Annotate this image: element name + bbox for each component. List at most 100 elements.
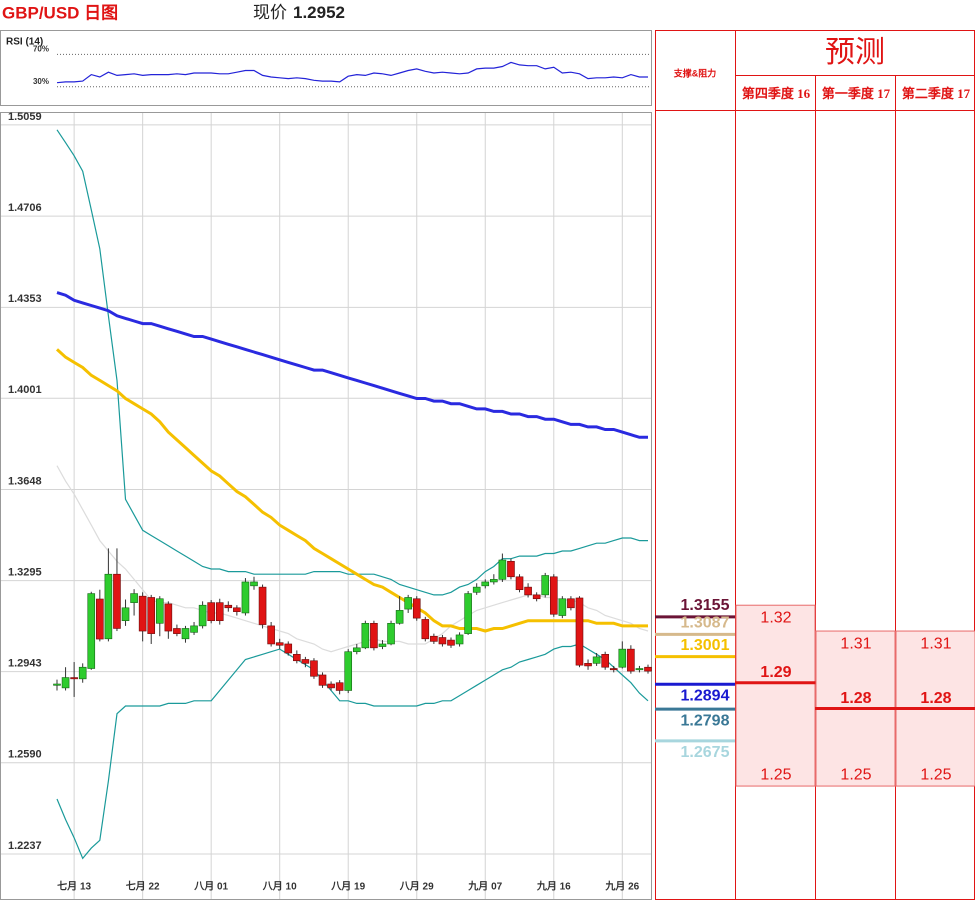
candle-body xyxy=(224,604,233,609)
rsi-title: RSI (14) xyxy=(6,37,43,48)
indicator-line xyxy=(56,291,648,439)
rsi-line xyxy=(56,61,648,84)
rsi-frame xyxy=(0,30,652,106)
period-label: 第一季度 17 xyxy=(822,86,891,101)
candle-body xyxy=(438,637,447,645)
candle-body xyxy=(207,602,215,622)
candle-body xyxy=(549,576,558,615)
candle-body xyxy=(241,581,250,614)
candle-body xyxy=(250,581,258,587)
candle-body xyxy=(181,628,190,640)
candle-body xyxy=(130,593,138,603)
forecast-low: 1.25 xyxy=(760,766,791,783)
y-tick-label: 1.4353 xyxy=(8,293,42,305)
candle-body xyxy=(318,674,327,686)
forecast-high: 1.31 xyxy=(840,635,871,652)
chart-title: GBP/USD 日图 xyxy=(2,3,118,22)
x-tick-label: 八月 29 xyxy=(399,881,434,893)
y-tick-label: 70% xyxy=(33,44,49,53)
candle-body xyxy=(584,663,592,667)
candle-body xyxy=(541,575,550,596)
sr-header: 支撑&阻力 xyxy=(673,67,717,78)
candle-body xyxy=(173,628,181,634)
candle-body xyxy=(481,581,490,587)
candle-body xyxy=(147,597,156,634)
candle-body xyxy=(53,683,61,686)
candle-body xyxy=(395,610,404,624)
x-tick-label: 七月 13 xyxy=(57,880,91,893)
candle-body xyxy=(113,573,121,629)
candle-body xyxy=(601,653,609,668)
candle-body xyxy=(524,586,532,596)
candle-body xyxy=(447,639,455,646)
level-label: 1.2798 xyxy=(681,712,730,729)
candle-body xyxy=(70,677,78,680)
candle-body xyxy=(190,625,198,633)
candle-body xyxy=(455,634,464,645)
indicator-line xyxy=(56,465,649,653)
candle-body xyxy=(327,683,335,689)
candle-body xyxy=(164,603,173,632)
price-label: 现价 1.2952 xyxy=(253,3,345,22)
candle-body xyxy=(507,560,515,578)
y-tick-label: 1.5059 xyxy=(8,111,42,123)
candle-body xyxy=(490,579,498,583)
candle-body xyxy=(421,619,430,640)
candle-body xyxy=(78,666,87,680)
x-tick-label: 八月 19 xyxy=(330,881,365,893)
candle-body xyxy=(258,586,267,625)
candle-body xyxy=(344,651,353,691)
candle-body xyxy=(567,598,575,609)
candle-body xyxy=(387,622,395,645)
candle-body xyxy=(464,593,472,634)
period-label: 第二季度 17 xyxy=(902,86,971,101)
period-label: 第四季度 16 xyxy=(742,86,811,101)
candle-body xyxy=(284,643,293,654)
candle-body xyxy=(352,647,361,653)
x-tick-label: 八月 10 xyxy=(262,881,297,893)
candle-body xyxy=(361,622,370,649)
x-tick-label: 八月 01 xyxy=(193,881,228,893)
candle-body xyxy=(412,598,421,619)
y-tick-label: 1.3648 xyxy=(8,475,42,487)
forecast-mid-label: 1.28 xyxy=(920,690,951,707)
candle-body xyxy=(592,656,601,664)
forecast-high: 1.32 xyxy=(760,609,791,626)
price-value: 1.2952 xyxy=(293,3,345,22)
candle-body xyxy=(61,677,70,689)
x-tick-label: 七月 22 xyxy=(126,880,160,893)
level-label: 1.3155 xyxy=(681,597,730,614)
y-tick-label: 1.2237 xyxy=(8,840,42,852)
candle-body xyxy=(635,668,644,671)
candle-body xyxy=(558,598,567,616)
level-label: 1.3001 xyxy=(681,637,730,654)
candle-body xyxy=(215,602,224,622)
candle-body xyxy=(275,642,284,646)
candle-body xyxy=(627,648,635,672)
candle-body xyxy=(310,660,318,677)
candle-body xyxy=(293,653,301,662)
candle-body xyxy=(198,604,207,627)
indicator-line xyxy=(56,129,648,596)
candle-body xyxy=(335,682,344,691)
y-tick-label: 1.4001 xyxy=(8,384,42,396)
candle-body xyxy=(121,607,130,622)
forecast-title: 预测 xyxy=(825,36,885,69)
forecast-high: 1.31 xyxy=(920,635,951,652)
candle-body xyxy=(498,559,507,580)
forecast-mid-label: 1.29 xyxy=(760,664,791,681)
y-tick-label: 1.2943 xyxy=(8,658,42,670)
forecast-low: 1.25 xyxy=(840,766,871,783)
candle-body xyxy=(515,576,524,591)
candle-body xyxy=(96,598,104,640)
x-tick-label: 九月 16 xyxy=(536,880,571,893)
y-tick-label: 1.3295 xyxy=(8,567,42,579)
y-tick-label: 30% xyxy=(33,77,49,86)
candle-body xyxy=(618,648,627,668)
candle-body xyxy=(87,593,96,669)
y-tick-label: 1.4706 xyxy=(8,202,42,214)
candle-body xyxy=(155,598,164,624)
level-label: 1.2894 xyxy=(681,687,730,704)
